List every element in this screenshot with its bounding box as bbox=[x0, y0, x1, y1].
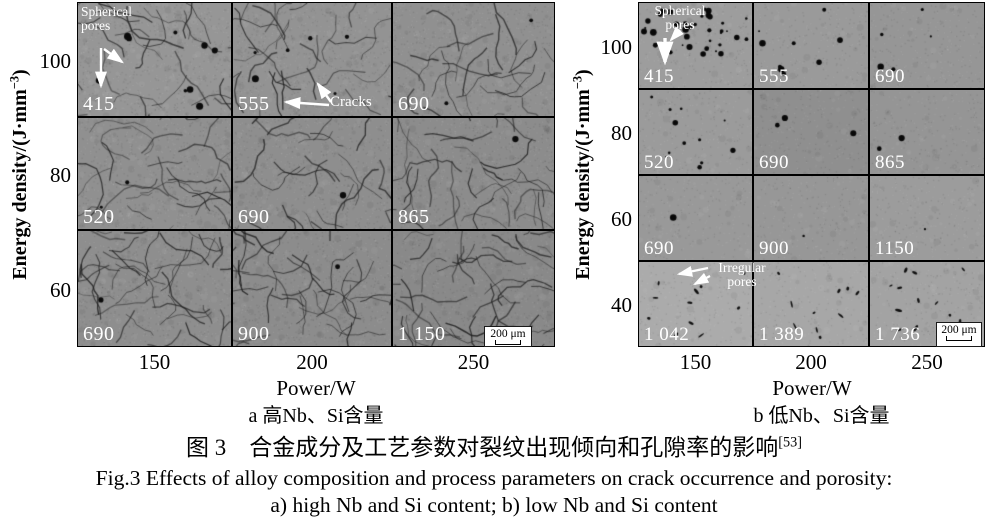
annotation-spherical-pores: Spherical pores bbox=[81, 4, 132, 34]
cell-energy-label: 520 bbox=[83, 206, 115, 228]
x-axis-label: Power/W bbox=[772, 376, 852, 400]
panel-b-grid: 415 555 690 520 690 865 690 900 1150 1 042 1 389 1 … bbox=[638, 2, 985, 347]
figure-caption-en-sub: a) high Nb and Si content; b) low Nb and… bbox=[270, 493, 718, 517]
figure-caption-en: Fig.3 Effects of alloy composition and p… bbox=[95, 466, 893, 490]
micrograph-cell: 690 bbox=[393, 3, 554, 116]
micrograph-cell: 520 bbox=[639, 90, 752, 174]
micrograph-cell: 865 bbox=[393, 118, 554, 229]
cell-energy-label: 690 bbox=[398, 93, 430, 115]
micrograph-image bbox=[393, 118, 554, 229]
annotation-spherical-pores: Spherical pores bbox=[654, 3, 706, 33]
micrograph-cell: 900 bbox=[754, 176, 868, 260]
cell-energy-label: 1 042 bbox=[644, 324, 690, 345]
x-tick: 150 bbox=[679, 350, 712, 374]
y-axis-label-text: Energy density/(J·mm bbox=[9, 89, 31, 280]
y-tick: 80 bbox=[50, 162, 71, 187]
micrograph-image bbox=[754, 176, 868, 260]
micrograph-image bbox=[78, 231, 231, 346]
micrograph-cell: 690 bbox=[639, 176, 752, 260]
scale-bar-label: 200 μm bbox=[941, 324, 977, 336]
panel-a-grid: 415 555 690 520 690 865 690 900 1 150 bbox=[77, 2, 555, 347]
x-tick: 250 bbox=[911, 350, 943, 374]
micrograph-image bbox=[639, 176, 752, 260]
annotation-irregular-pores: Irregular pores bbox=[718, 260, 766, 290]
scale-bar: 200 μm bbox=[484, 326, 532, 347]
x-tick: 150 bbox=[138, 350, 171, 374]
micrograph-cell: 1 389 bbox=[754, 262, 868, 346]
micrograph-image bbox=[754, 3, 868, 88]
micrograph-image bbox=[233, 3, 391, 116]
micrograph-cell: 520 bbox=[78, 118, 231, 229]
y-tick: 40 bbox=[611, 293, 632, 317]
cell-energy-label: 900 bbox=[759, 238, 789, 259]
y-axis-label-text: Energy density/(J·mm bbox=[572, 89, 594, 280]
cell-energy-label: 690 bbox=[83, 323, 115, 345]
y-tick: 60 bbox=[50, 277, 71, 302]
cell-energy-label: 1150 bbox=[875, 238, 915, 259]
x-axis-label: Power/W bbox=[276, 376, 356, 400]
scale-bar-label: 200 μm bbox=[490, 328, 526, 340]
cell-energy-label: 690 bbox=[644, 238, 674, 259]
cell-energy-label: 865 bbox=[398, 206, 430, 228]
micrograph-cell: 690 bbox=[870, 3, 984, 88]
y-tick: 60 bbox=[611, 207, 632, 231]
x-tick: 200 bbox=[296, 350, 328, 374]
y-axis-label-close: ) bbox=[9, 69, 31, 76]
micrograph-image bbox=[78, 118, 231, 229]
micrograph-cell: 865 bbox=[870, 90, 984, 174]
scale-bar-line bbox=[495, 340, 521, 345]
citation-superscript: [53] bbox=[778, 434, 802, 451]
micrograph-image bbox=[639, 90, 752, 174]
micrograph-cell: 555 bbox=[233, 3, 391, 116]
micrograph-image bbox=[754, 262, 868, 346]
cell-energy-label: 690 bbox=[238, 206, 270, 228]
x-tick: 200 bbox=[795, 350, 827, 374]
micrograph-image bbox=[870, 3, 984, 88]
micrograph-cell: 1150 bbox=[870, 176, 984, 260]
panel-a-caption: a 高Nb、Si含量 bbox=[248, 405, 384, 427]
y-tick: 100 bbox=[600, 34, 633, 59]
annotation-cracks: Cracks bbox=[330, 94, 372, 110]
y-axis-exponent: −3 bbox=[570, 75, 585, 90]
micrograph-image bbox=[870, 176, 984, 260]
cell-energy-label: 520 bbox=[644, 152, 674, 173]
figure-caption-zh: 图 3 合金成分及工艺参数对裂纹出现倾向和孔隙率的影响[53] bbox=[0, 428, 988, 462]
micrograph-image bbox=[233, 118, 391, 229]
cell-energy-label: 900 bbox=[238, 323, 270, 345]
cell-energy-label: 415 bbox=[644, 66, 674, 87]
micrograph-cell: 690 bbox=[233, 118, 391, 229]
y-axis-exponent: −3 bbox=[7, 75, 22, 90]
cell-energy-label: 555 bbox=[238, 93, 270, 115]
micrograph-cell: 690 bbox=[78, 231, 231, 346]
micrograph-image bbox=[393, 3, 554, 116]
y-axis-label-close: ) bbox=[572, 69, 594, 76]
micrograph-cell: 900 bbox=[233, 231, 391, 346]
scale-bar-line bbox=[946, 336, 972, 341]
cell-energy-label: 690 bbox=[759, 152, 789, 173]
figure-caption-zh-text: 图 3 合金成分及工艺参数对裂纹出现倾向和孔隙率的影响 bbox=[186, 435, 779, 460]
micrograph-image bbox=[754, 90, 868, 174]
scale-bar: 200 μm bbox=[936, 322, 982, 347]
cell-energy-label: 865 bbox=[875, 152, 905, 173]
y-tick: 80 bbox=[611, 121, 632, 145]
micrograph-image bbox=[870, 90, 984, 174]
micrograph-cell: 690 bbox=[754, 90, 868, 174]
y-tick: 100 bbox=[39, 48, 72, 73]
cell-energy-label: 1 389 bbox=[759, 324, 805, 345]
cell-energy-label: 1 150 bbox=[398, 323, 446, 345]
micrograph-cell: 555 bbox=[754, 3, 868, 88]
x-tick: 250 bbox=[457, 350, 490, 374]
cell-energy-label: 1 736 bbox=[875, 324, 921, 345]
cell-energy-label: 415 bbox=[83, 93, 115, 115]
panel-b-caption: b 低Nb、Si含量 bbox=[753, 405, 890, 427]
micrograph-image bbox=[233, 231, 391, 346]
cell-energy-label: 690 bbox=[875, 66, 905, 87]
cell-energy-label: 555 bbox=[759, 66, 789, 87]
